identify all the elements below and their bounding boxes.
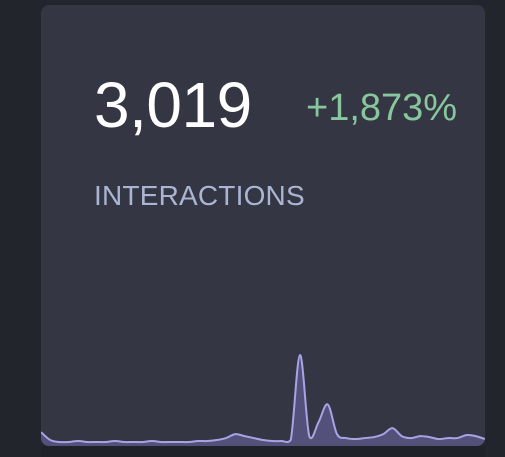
page-bottom-bar [41,446,485,457]
sparkline-line [41,353,485,444]
sparkline-area [41,354,485,446]
interactions-change: +1,873% [306,87,458,129]
interactions-value: 3,019 [94,69,252,141]
interactions-card[interactable]: 3,019 +1,873% INTERACTIONS [41,5,485,446]
interactions-label: INTERACTIONS [94,180,305,211]
interactions-sparkline [41,353,485,446]
